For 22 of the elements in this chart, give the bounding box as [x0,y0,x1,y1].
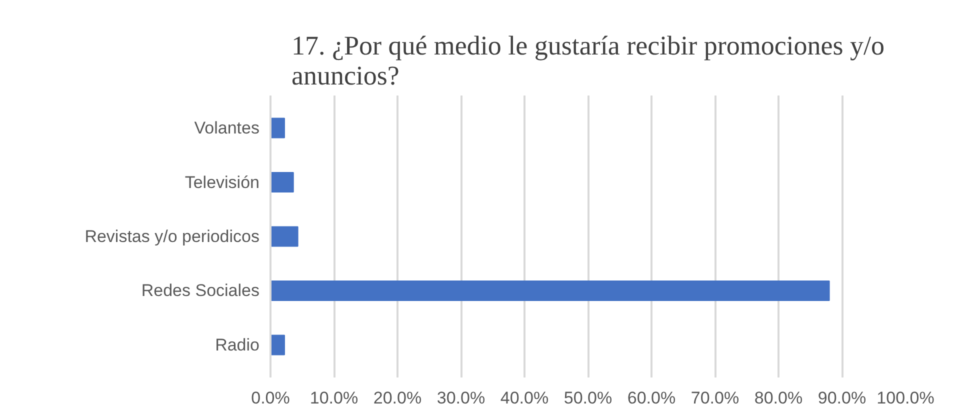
y-tick-label: Revistas y/o periodicos [84,227,260,246]
x-tick-label: 50.0% [564,388,612,408]
y-tick-label: Redes Sociales [141,281,260,300]
x-tick-label: 60.0% [627,388,676,408]
bar [270,172,294,193]
x-tick-label: 90.0% [818,388,866,408]
chart-title: 17. ¿Por qué medio le gustaría recibir promociones y/o anuncios? [291,30,885,90]
x-tick-label: 40.0% [500,388,549,408]
bar [270,118,285,138]
x-tick-label: 10.0% [310,388,358,408]
bar [270,226,298,247]
x-tick-label: 80.0% [754,388,803,408]
x-tick-label: 30.0% [436,388,486,408]
x-tick-label: 20.0% [373,388,422,408]
x-tick-label: 70.0% [690,388,740,408]
y-tick-label: Radio [215,335,260,354]
bar [270,334,285,356]
x-tick-label: 100.0% [876,388,934,408]
y-tick-label: Televisión [184,172,260,192]
bar [270,280,830,301]
x-tick-label: 0.0% [251,388,290,408]
y-tick-label: Volantes [194,118,260,138]
